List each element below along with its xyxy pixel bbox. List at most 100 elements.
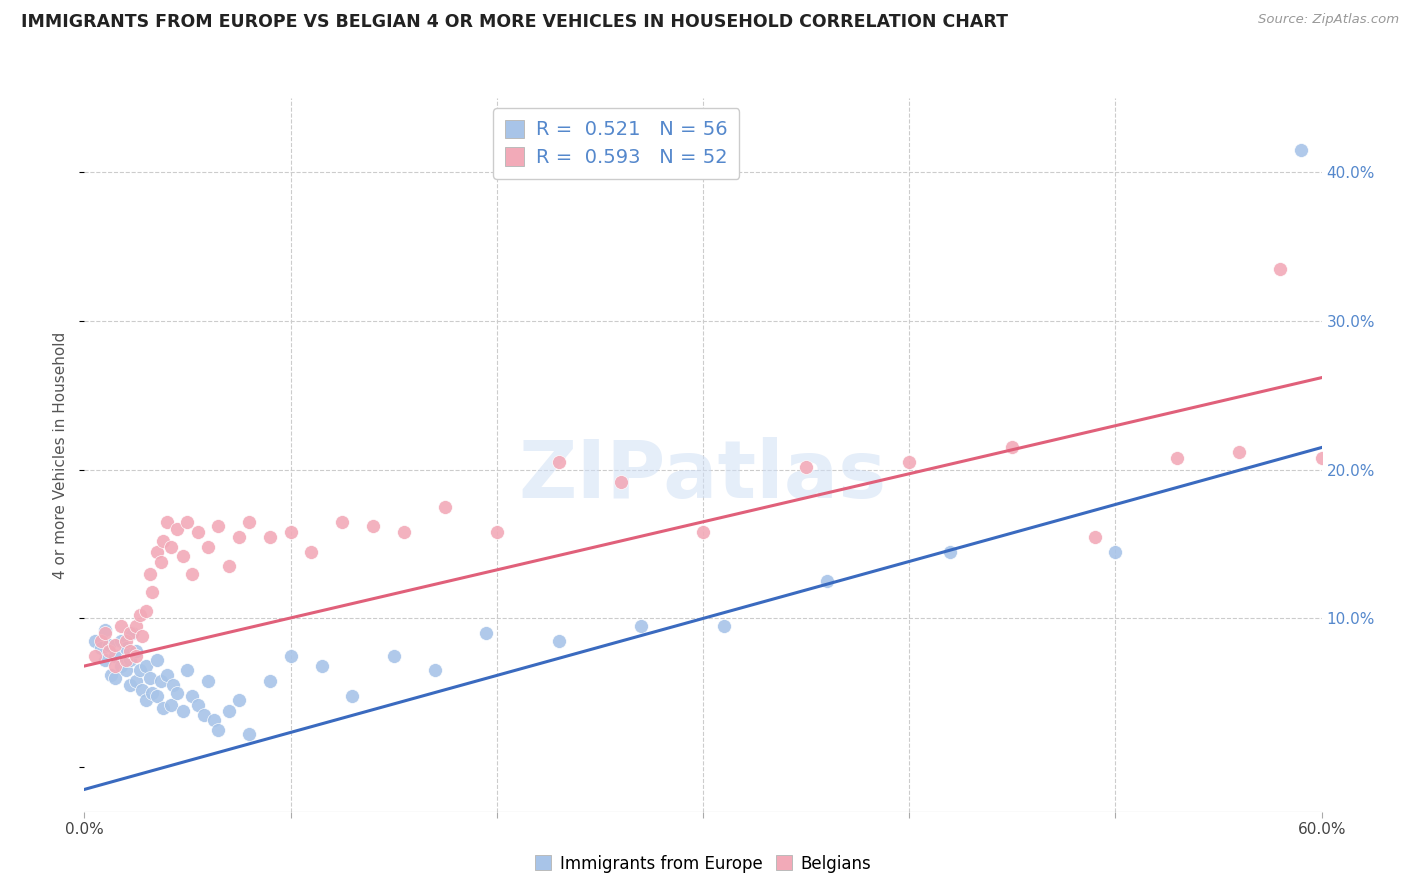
Point: [129, 664, 152, 678]
Point: [547, 455, 569, 469]
Point: [197, 540, 219, 554]
Point: [259, 673, 281, 688]
Legend: R =  0.521   N = 56, R =  0.593   N = 52: R = 0.521 N = 56, R = 0.593 N = 52: [494, 108, 740, 178]
Text: IMMIGRANTS FROM EUROPE VS BELGIAN 4 OR MORE VEHICLES IN HOUSEHOLD CORRELATION CH: IMMIGRANTS FROM EUROPE VS BELGIAN 4 OR M…: [21, 13, 1008, 31]
Point: [83, 648, 105, 663]
Point: [1289, 143, 1312, 157]
Point: [110, 659, 132, 673]
Point: [1227, 445, 1250, 459]
Point: [218, 559, 240, 574]
Point: [152, 700, 174, 714]
Point: [1084, 530, 1107, 544]
Point: [228, 693, 250, 707]
Point: [166, 522, 188, 536]
Point: [434, 500, 457, 514]
Point: [1001, 441, 1024, 455]
Point: [187, 525, 209, 540]
Point: [166, 686, 188, 700]
Point: [1270, 262, 1292, 277]
Point: [90, 633, 112, 648]
Point: [135, 693, 157, 707]
Point: [197, 673, 219, 688]
Point: [238, 727, 260, 741]
Point: [118, 653, 141, 667]
Point: [485, 525, 508, 540]
Point: [342, 689, 364, 703]
Point: [794, 459, 817, 474]
Point: [1166, 450, 1188, 465]
Point: [609, 475, 631, 489]
Point: [152, 534, 174, 549]
Point: [259, 530, 281, 544]
Point: [475, 626, 498, 640]
Y-axis label: 4 or more Vehicles in Household: 4 or more Vehicles in Household: [53, 331, 69, 579]
Point: [118, 644, 141, 658]
Point: [131, 629, 153, 643]
Point: [361, 519, 384, 533]
Point: [110, 633, 132, 648]
Point: [176, 664, 198, 678]
Point: [114, 641, 136, 656]
Point: [207, 519, 229, 533]
Point: [145, 544, 167, 558]
Point: [139, 566, 162, 581]
Point: [121, 626, 143, 640]
Point: [145, 653, 167, 667]
Point: [1310, 450, 1333, 465]
Point: [160, 540, 183, 554]
Point: [692, 525, 714, 540]
Point: [100, 668, 122, 682]
Point: [104, 671, 127, 685]
Point: [156, 668, 179, 682]
Point: [139, 671, 162, 685]
Point: [135, 659, 157, 673]
Point: [141, 584, 163, 599]
Point: [135, 604, 157, 618]
Point: [104, 638, 127, 652]
Point: [187, 698, 209, 712]
Point: [149, 673, 172, 688]
Point: [630, 619, 652, 633]
Legend: Immigrants from Europe, Belgians: Immigrants from Europe, Belgians: [527, 848, 879, 880]
Point: [94, 626, 117, 640]
Point: [129, 608, 152, 623]
Point: [125, 619, 148, 633]
Point: [172, 549, 194, 563]
Point: [98, 644, 121, 658]
Text: ZIPatlas: ZIPatlas: [519, 437, 887, 516]
Point: [202, 713, 225, 727]
Point: [104, 648, 127, 663]
Point: [118, 626, 141, 640]
Point: [1104, 544, 1126, 558]
Point: [98, 638, 121, 652]
Point: [118, 678, 141, 692]
Point: [94, 653, 117, 667]
Point: [815, 574, 838, 589]
Point: [145, 689, 167, 703]
Point: [207, 723, 229, 737]
Text: Source: ZipAtlas.com: Source: ZipAtlas.com: [1258, 13, 1399, 27]
Point: [172, 704, 194, 718]
Point: [160, 698, 183, 712]
Point: [280, 525, 302, 540]
Point: [176, 515, 198, 529]
Point: [382, 648, 405, 663]
Point: [114, 664, 136, 678]
Point: [104, 659, 127, 673]
Point: [83, 633, 105, 648]
Point: [713, 619, 735, 633]
Point: [125, 644, 148, 658]
Point: [180, 566, 202, 581]
Point: [547, 633, 569, 648]
Point: [114, 653, 136, 667]
Point: [114, 633, 136, 648]
Point: [898, 455, 921, 469]
Point: [156, 515, 179, 529]
Point: [94, 624, 117, 638]
Point: [110, 619, 132, 633]
Point: [141, 686, 163, 700]
Point: [180, 689, 202, 703]
Point: [125, 673, 148, 688]
Point: [228, 530, 250, 544]
Point: [125, 648, 148, 663]
